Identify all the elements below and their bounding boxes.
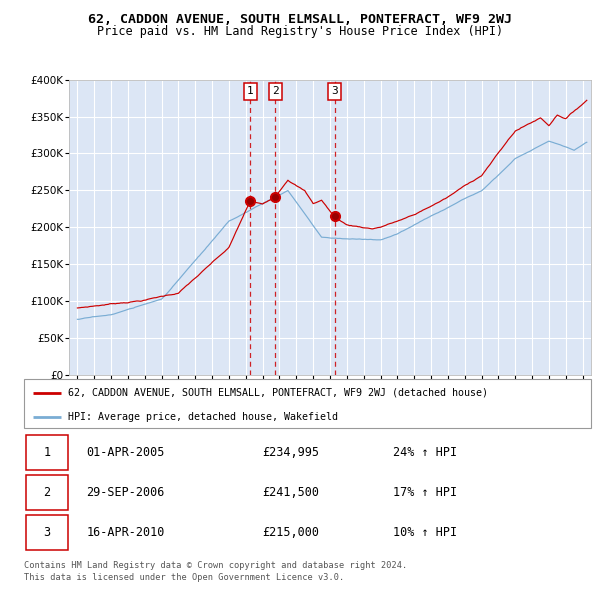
Text: 62, CADDON AVENUE, SOUTH ELMSALL, PONTEFRACT, WF9 2WJ (detached house): 62, CADDON AVENUE, SOUTH ELMSALL, PONTEF… xyxy=(68,388,488,398)
FancyBboxPatch shape xyxy=(26,514,68,550)
Text: 62, CADDON AVENUE, SOUTH ELMSALL, PONTEFRACT, WF9 2WJ: 62, CADDON AVENUE, SOUTH ELMSALL, PONTEF… xyxy=(88,13,512,26)
Text: £215,000: £215,000 xyxy=(262,526,319,539)
Text: Contains HM Land Registry data © Crown copyright and database right 2024.: Contains HM Land Registry data © Crown c… xyxy=(24,560,407,569)
FancyBboxPatch shape xyxy=(26,475,68,510)
Text: 2: 2 xyxy=(272,87,278,96)
Text: 10% ↑ HPI: 10% ↑ HPI xyxy=(392,526,457,539)
Text: This data is licensed under the Open Government Licence v3.0.: This data is licensed under the Open Gov… xyxy=(24,573,344,582)
Text: 01-APR-2005: 01-APR-2005 xyxy=(86,446,165,459)
Text: 1: 1 xyxy=(43,446,50,459)
Text: 1: 1 xyxy=(247,87,253,96)
Text: 17% ↑ HPI: 17% ↑ HPI xyxy=(392,486,457,499)
Text: 3: 3 xyxy=(332,87,338,96)
Text: 16-APR-2010: 16-APR-2010 xyxy=(86,526,165,539)
FancyBboxPatch shape xyxy=(24,379,591,428)
Text: 24% ↑ HPI: 24% ↑ HPI xyxy=(392,446,457,459)
Text: Price paid vs. HM Land Registry's House Price Index (HPI): Price paid vs. HM Land Registry's House … xyxy=(97,25,503,38)
FancyBboxPatch shape xyxy=(26,435,68,470)
Text: 3: 3 xyxy=(43,526,50,539)
Text: £234,995: £234,995 xyxy=(262,446,319,459)
Text: 29-SEP-2006: 29-SEP-2006 xyxy=(86,486,165,499)
Text: HPI: Average price, detached house, Wakefield: HPI: Average price, detached house, Wake… xyxy=(68,412,338,422)
Text: £241,500: £241,500 xyxy=(262,486,319,499)
Text: 2: 2 xyxy=(43,486,50,499)
